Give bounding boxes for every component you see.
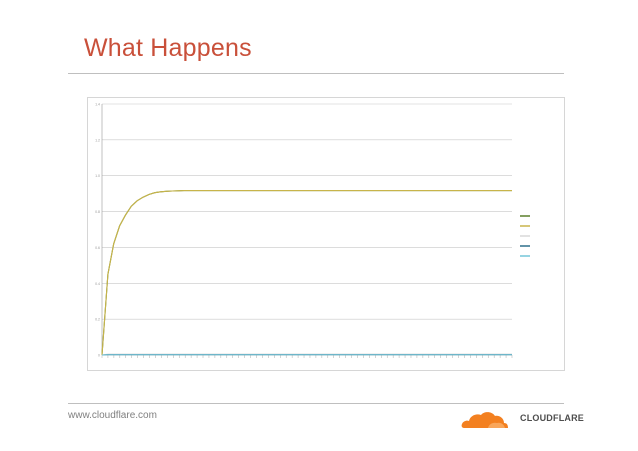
chart-frame: 0 0.2 0.4 0.6 0.8 1.0 1.2 1.4: [87, 97, 565, 371]
y-tick-label: 0.2: [95, 318, 100, 322]
y-tick-label: 0.8: [95, 210, 100, 214]
logo-wordmark: CLOUDFLARE: [520, 413, 584, 423]
y-tick-label: 1.0: [95, 174, 100, 178]
series-line: [101, 190, 512, 356]
footer-divider: [68, 403, 564, 404]
series-line: [101, 190, 512, 356]
y-tick-label: 0.4: [95, 282, 100, 286]
footer-url: www.cloudflare.com: [68, 410, 157, 421]
cloud-highlight-icon: [488, 422, 505, 428]
y-tick-label: 0.6: [95, 246, 100, 250]
title-divider: [68, 73, 564, 74]
cloudflare-logo: [461, 412, 508, 428]
slide-title: What Happens: [84, 34, 252, 62]
line-chart: 0 0.2 0.4 0.6 0.8 1.0 1.2 1.4: [95, 103, 530, 358]
y-tick-label: 0: [98, 354, 100, 358]
y-tick-label: 1.4: [95, 103, 100, 107]
y-tick-label: 1.2: [95, 138, 100, 142]
